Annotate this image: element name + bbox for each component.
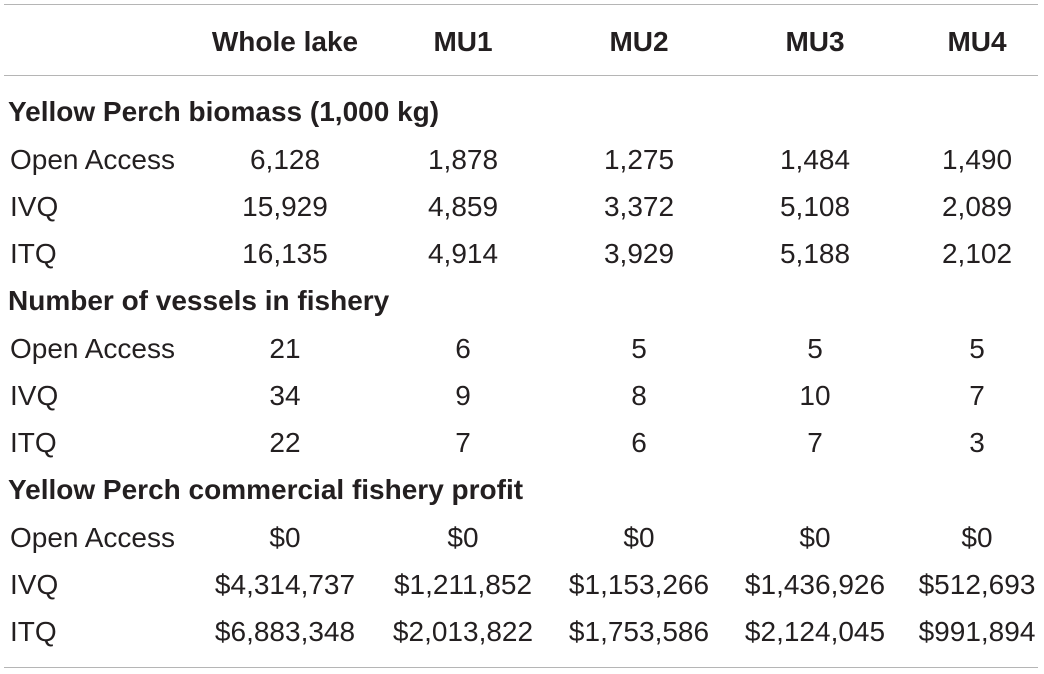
table-cell: $1,436,926 xyxy=(744,569,886,600)
table-cell: 3,929 xyxy=(603,238,675,269)
table-cell: 7 xyxy=(455,427,471,458)
table-cell: 4,859 xyxy=(427,191,499,222)
table-cell: 21 xyxy=(269,333,301,364)
table-cell: 5 xyxy=(969,333,985,364)
table-cell: $1,753,586 xyxy=(568,616,710,647)
table-cell: 34 xyxy=(269,380,301,411)
row-label: IVQ xyxy=(10,191,59,222)
section-title: Yellow Perch biomass (1,000 kg) xyxy=(8,96,440,127)
table-cell: 2,102 xyxy=(941,238,1013,269)
table-cell: 1,275 xyxy=(603,144,675,175)
table-cell: 5,188 xyxy=(779,238,851,269)
table-top-rule xyxy=(4,4,1038,5)
row-label: Open Access xyxy=(10,144,175,175)
table-cell: $2,124,045 xyxy=(744,616,886,647)
table-cell: 2,089 xyxy=(941,191,1013,222)
table-cell: 22 xyxy=(269,427,301,458)
table-cell: $4,314,737 xyxy=(214,569,356,600)
column-header: MU2 xyxy=(609,26,669,57)
table-cell: $991,894 xyxy=(918,616,1036,647)
table-cell: $0 xyxy=(799,522,831,553)
table-cell: 3,372 xyxy=(603,191,675,222)
table-cell: 16,135 xyxy=(242,238,328,269)
table-cell: 7 xyxy=(969,380,985,411)
column-header: MU3 xyxy=(785,26,845,57)
table-cell: 6 xyxy=(631,427,647,458)
table-cell: $0 xyxy=(623,522,655,553)
section-title: Number of vessels in fishery xyxy=(8,285,390,316)
table-cell: $0 xyxy=(447,522,479,553)
table-cell: $512,693 xyxy=(918,569,1036,600)
table-cell: $2,013,822 xyxy=(392,616,534,647)
row-label: ITQ xyxy=(10,238,57,269)
row-label: Open Access xyxy=(10,333,175,364)
column-header: MU1 xyxy=(433,26,493,57)
row-label: IVQ xyxy=(10,569,59,600)
table-cell: 5,108 xyxy=(779,191,851,222)
table-cell: $0 xyxy=(269,522,301,553)
table-cell: 8 xyxy=(631,380,647,411)
table-cell: 10 xyxy=(799,380,831,411)
table-cell: 5 xyxy=(631,333,647,364)
table-cell: 9 xyxy=(455,380,471,411)
table-cell: 15,929 xyxy=(242,191,328,222)
row-label: IVQ xyxy=(10,380,59,411)
table-cell: 4,914 xyxy=(427,238,499,269)
row-label: ITQ xyxy=(10,427,57,458)
table-cell: 1,878 xyxy=(427,144,499,175)
table-cell: 1,484 xyxy=(779,144,851,175)
row-label: Open Access xyxy=(10,522,175,553)
table-cell: $1,211,852 xyxy=(393,569,533,600)
column-header: MU4 xyxy=(947,26,1007,57)
table-cell: $1,153,266 xyxy=(568,569,710,600)
table-cell: 3 xyxy=(969,427,985,458)
table-cell: 7 xyxy=(807,427,823,458)
table-cell: $0 xyxy=(961,522,993,553)
table-cell: 1,490 xyxy=(941,144,1013,175)
table-bottom-rule xyxy=(4,667,1038,668)
table-cell: 6 xyxy=(455,333,471,364)
table-cell: $6,883,348 xyxy=(214,616,356,647)
header-rule xyxy=(4,75,1038,76)
column-header: Whole lake xyxy=(211,26,359,57)
table-cell: 6,128 xyxy=(249,144,321,175)
section-title: Yellow Perch commercial fishery profit xyxy=(8,474,524,505)
table-cell: 5 xyxy=(807,333,823,364)
row-label: ITQ xyxy=(10,616,57,647)
